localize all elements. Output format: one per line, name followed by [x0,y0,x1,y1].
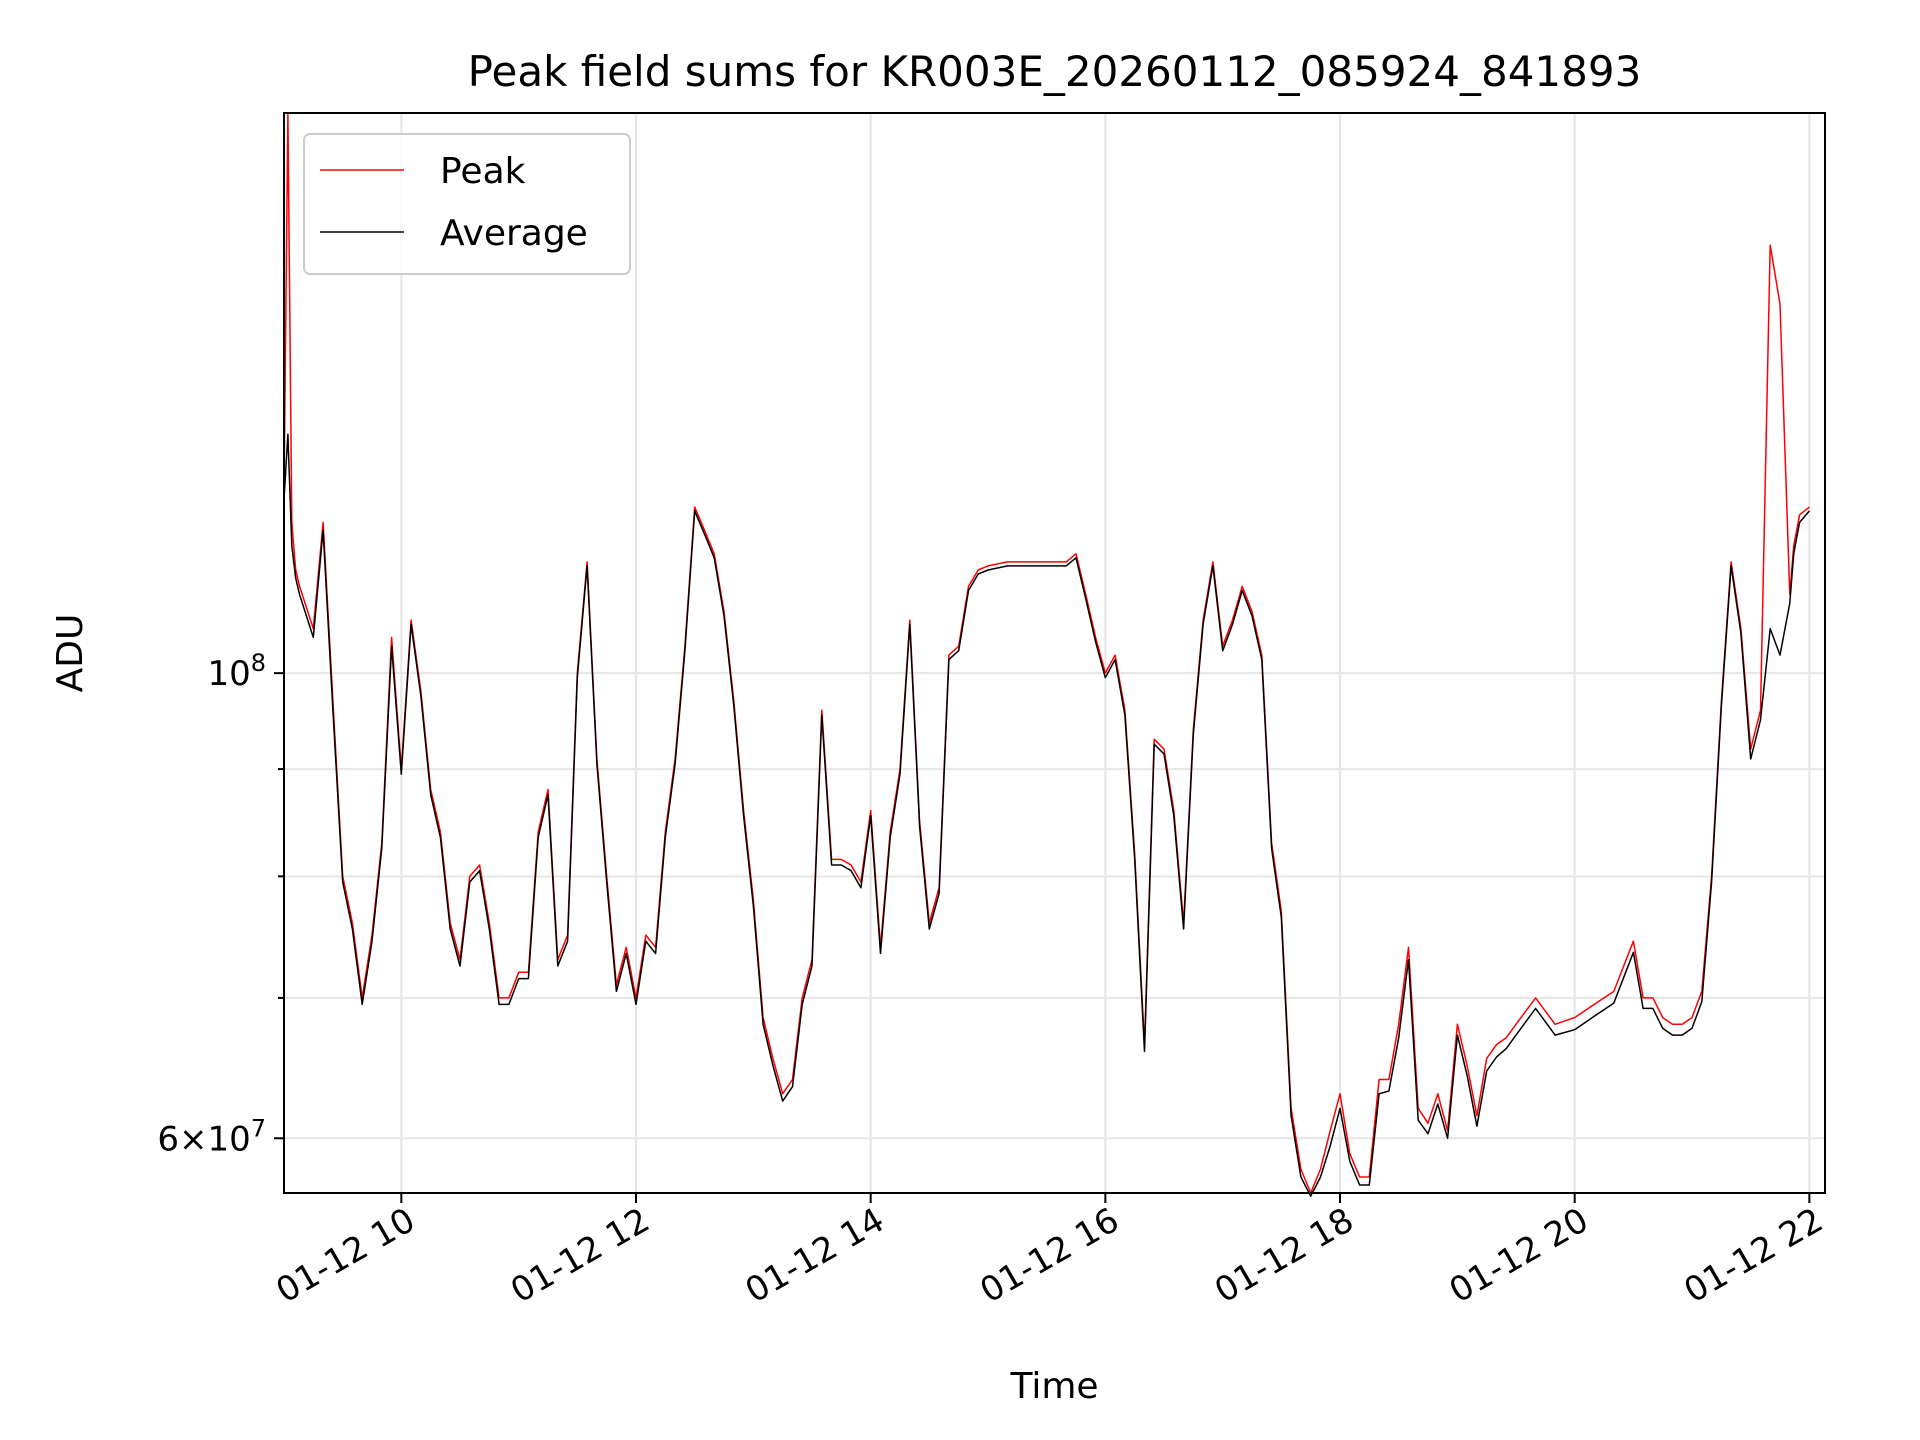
y-tick-label: 6×107 [157,1114,266,1159]
legend-label-peak: Peak [440,151,526,192]
grid-lines [284,113,1825,1193]
x-axis-label: Time [1009,1366,1098,1407]
legend-box [303,133,631,275]
plot-frame [283,112,1826,1194]
legend: Peak Average [303,133,631,275]
series-line-peak [283,112,1810,1194]
chart-title: Peak field sums for KR003E_20260112_0859… [468,47,1642,96]
y-tick-label: 108 [207,649,266,694]
y-axis-label: ADU [50,614,91,693]
legend-label-average: Average [440,213,588,254]
series-line-average [283,433,1810,1197]
series-lines [283,112,1810,1197]
